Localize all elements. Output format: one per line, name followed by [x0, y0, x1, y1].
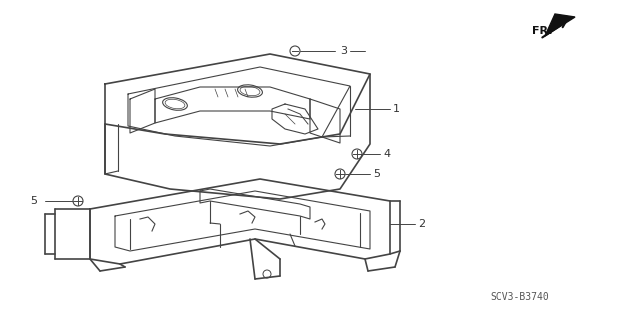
Text: 3: 3 [340, 46, 347, 56]
Text: FR.: FR. [532, 26, 552, 36]
Text: 5: 5 [30, 196, 37, 206]
Text: 5: 5 [373, 169, 380, 179]
Text: 4: 4 [383, 149, 390, 159]
Text: SCV3-B3740: SCV3-B3740 [490, 292, 548, 302]
Polygon shape [545, 14, 575, 36]
Text: 2: 2 [418, 219, 425, 229]
Text: 1: 1 [393, 104, 400, 114]
